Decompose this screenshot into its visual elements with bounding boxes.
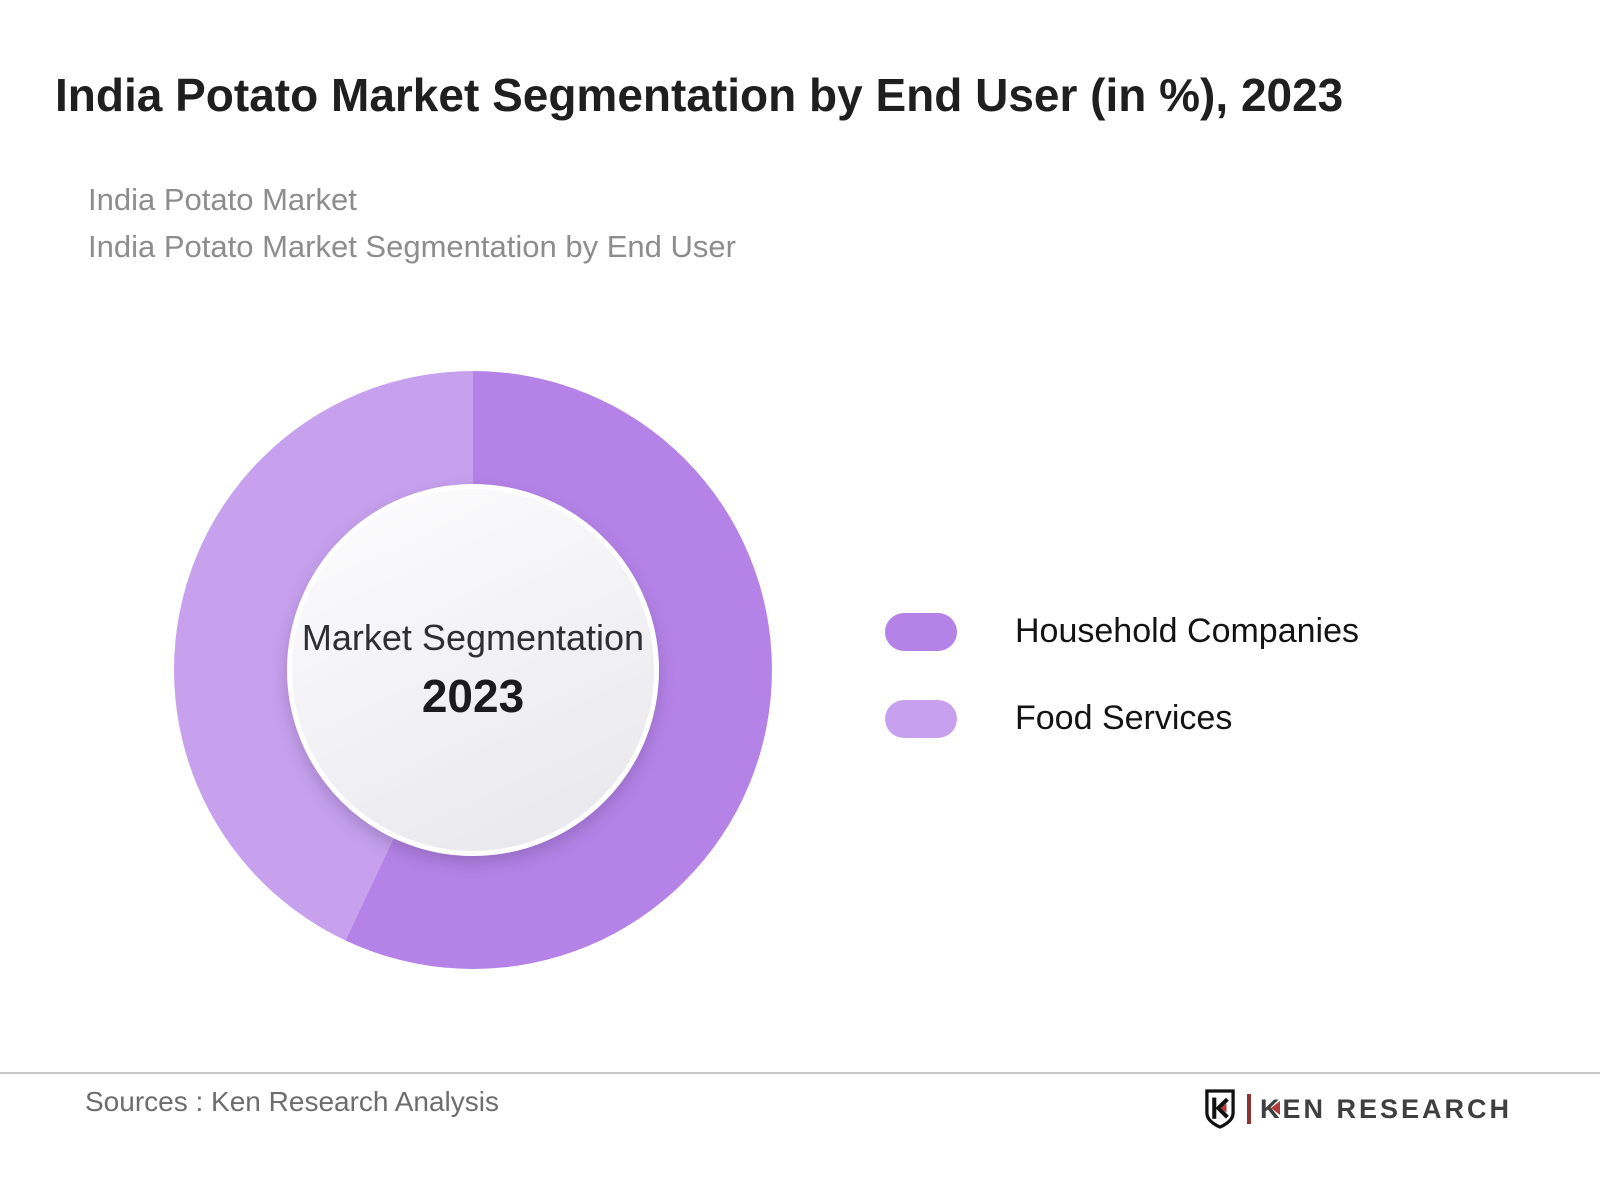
logo-letter-k: K — [1259, 1093, 1283, 1124]
red-arrow-icon — [1270, 1100, 1280, 1115]
subtitle-line-2: India Potato Market Segmentation by End … — [88, 229, 736, 264]
donut-center-year: 2023 — [421, 670, 525, 722]
chart-subtitle: India Potato Market India Potato Market … — [88, 176, 736, 270]
donut-center-label: Market Segmentation — [301, 617, 645, 658]
donut-chart: Market Segmentation 2023 — [174, 371, 772, 969]
donut-center-circle: Market Segmentation 2023 — [287, 484, 659, 856]
page-title: India Potato Market Segmentation by End … — [55, 69, 1344, 121]
logo-divider-bar — [1246, 1094, 1251, 1124]
shield-k-icon — [1205, 1089, 1235, 1129]
legend: Household Companies Food Services — [885, 612, 1359, 738]
ken-research-logo: K EN RESEARCH — [1202, 1088, 1512, 1130]
legend-swatch-food-services — [885, 699, 957, 738]
footer-divider — [0, 1072, 1600, 1074]
subtitle-line-1: India Potato Market — [88, 182, 357, 217]
legend-label-food-services: Food Services — [1015, 699, 1233, 737]
legend-item-food-services: Food Services — [885, 699, 1359, 738]
logo-wordmark: K EN RESEARCH — [1260, 1094, 1512, 1125]
legend-item-household-companies: Household Companies — [885, 612, 1359, 651]
legend-swatch-household-companies — [885, 612, 957, 651]
logo-letters-rest: EN RESEARCH — [1282, 1093, 1512, 1124]
legend-label-household-companies: Household Companies — [1015, 612, 1359, 650]
sources-text: Sources : Ken Research Analysis — [85, 1086, 499, 1117]
